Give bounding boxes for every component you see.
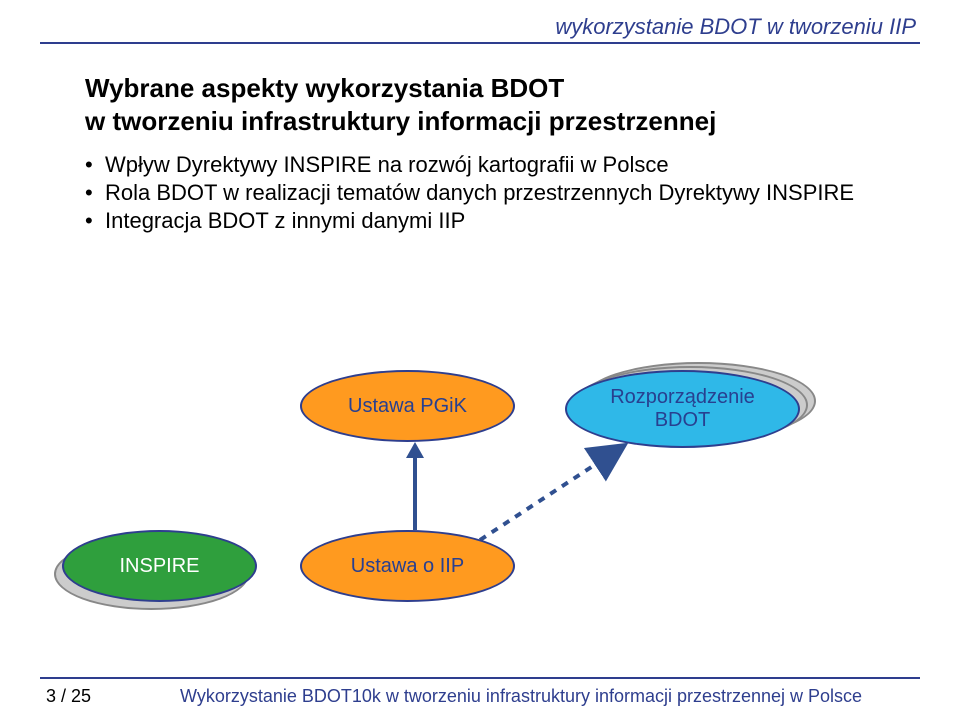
bullet-item: Integracja BDOT z innymi danymi IIP bbox=[85, 207, 875, 235]
bullet-item: Rola BDOT w realizacji tematów danych pr… bbox=[85, 179, 875, 207]
node-label: Ustawa PGiK bbox=[348, 395, 467, 418]
main-content: Wybrane aspekty wykorzystania BDOT w two… bbox=[85, 72, 875, 235]
title-line-1: Wybrane aspekty wykorzystania BDOT bbox=[85, 72, 875, 105]
footer-text: Wykorzystanie BDOT10k w tworzeniu infras… bbox=[180, 686, 862, 707]
page-number: 3 / 25 bbox=[46, 686, 91, 707]
title-line-2: w tworzeniu infrastruktury informacji pr… bbox=[85, 105, 875, 138]
node-ustawa-iip: Ustawa o IIP bbox=[300, 530, 515, 602]
slide-page: wykorzystanie BDOT w tworzeniu IIP Wybra… bbox=[0, 0, 960, 725]
diagram: INSPIRE Ustawa o IIP Ustawa PGiK Rozporz… bbox=[0, 330, 960, 620]
node-ustawa-pgik: Ustawa PGiK bbox=[300, 370, 515, 442]
node-label: INSPIRE bbox=[119, 555, 199, 578]
node-rozporzadzenie-bdot: Rozporządzenie BDOT bbox=[565, 370, 800, 448]
node-inspire: INSPIRE bbox=[62, 530, 257, 602]
header-rule bbox=[40, 42, 920, 44]
header: wykorzystanie BDOT w tworzeniu IIP bbox=[0, 0, 960, 50]
footer-rule bbox=[40, 677, 920, 679]
node-label: Rozporządzenie BDOT bbox=[610, 386, 755, 432]
bullet-item: Wpływ Dyrektywy INSPIRE na rozwój kartog… bbox=[85, 151, 875, 179]
section-title: wykorzystanie BDOT w tworzeniu IIP bbox=[555, 14, 916, 40]
bullet-list: Wpływ Dyrektywy INSPIRE na rozwój kartog… bbox=[85, 151, 875, 235]
node-label: Ustawa o IIP bbox=[351, 555, 464, 578]
slide-title: Wybrane aspekty wykorzystania BDOT w two… bbox=[85, 72, 875, 137]
